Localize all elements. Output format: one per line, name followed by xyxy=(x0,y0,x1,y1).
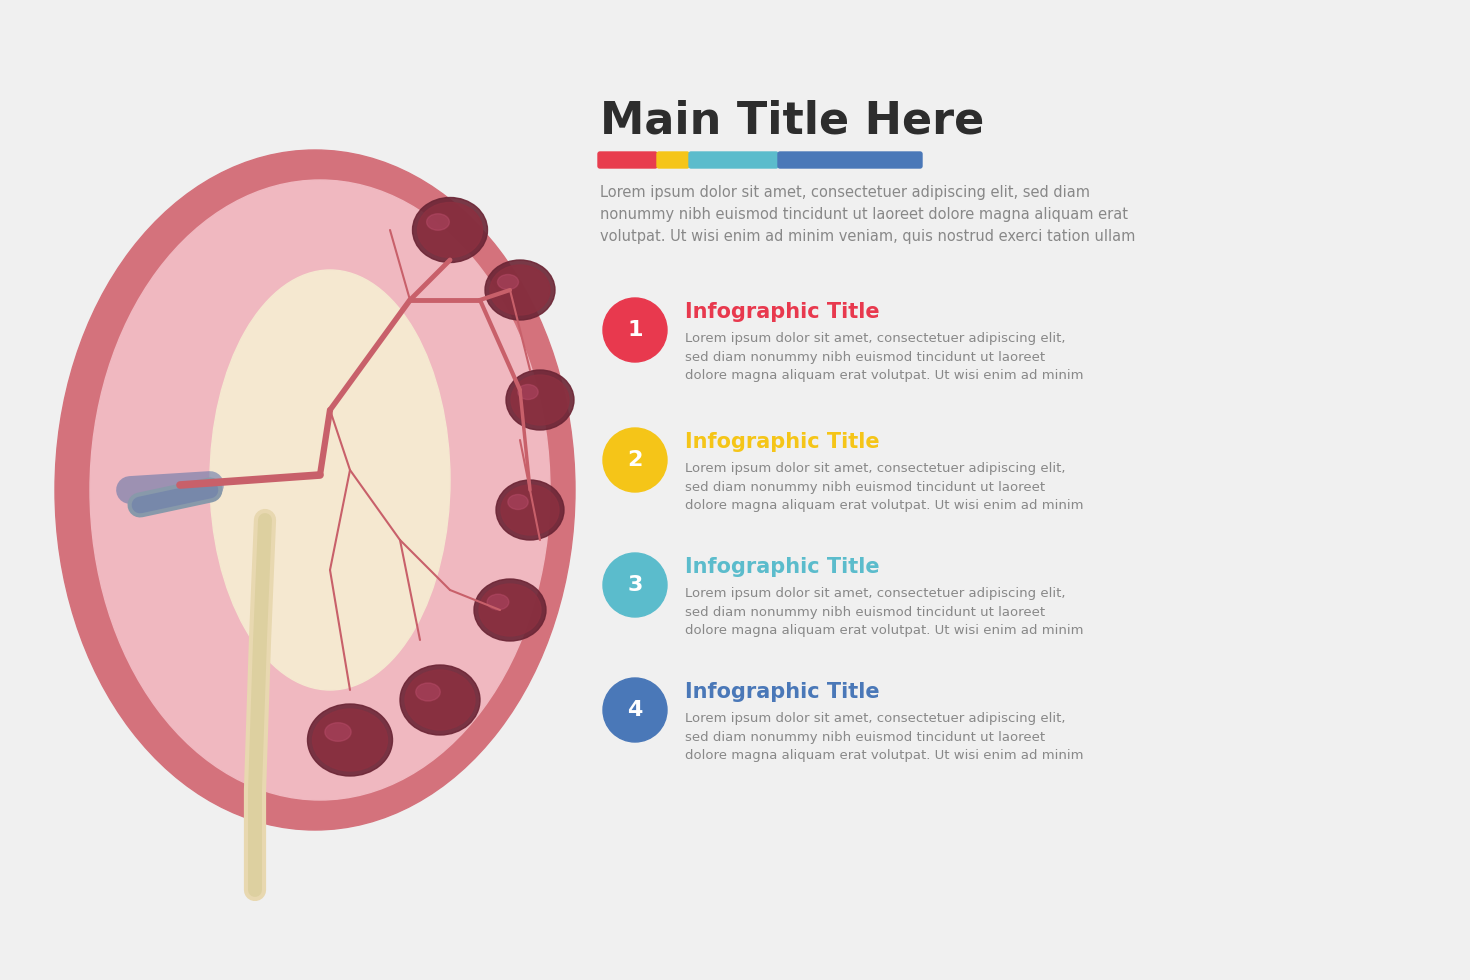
Ellipse shape xyxy=(512,375,569,425)
Ellipse shape xyxy=(485,260,556,320)
Ellipse shape xyxy=(487,594,509,610)
Ellipse shape xyxy=(417,203,482,258)
Circle shape xyxy=(603,678,667,742)
Ellipse shape xyxy=(325,722,351,741)
Text: Lorem ipsum dolor sit amet, consectetuer adipiscing elit, sed diam
nonummy nibh : Lorem ipsum dolor sit amet, consectetuer… xyxy=(600,185,1135,244)
Circle shape xyxy=(603,428,667,492)
Ellipse shape xyxy=(413,198,488,263)
FancyBboxPatch shape xyxy=(778,152,922,168)
Ellipse shape xyxy=(426,214,450,230)
Text: 2: 2 xyxy=(628,450,642,470)
Ellipse shape xyxy=(490,265,550,315)
Text: Infographic Title: Infographic Title xyxy=(685,682,879,702)
Ellipse shape xyxy=(495,480,564,540)
Ellipse shape xyxy=(400,665,481,735)
Ellipse shape xyxy=(473,579,545,641)
Ellipse shape xyxy=(497,274,519,289)
Text: Lorem ipsum dolor sit amet, consectetuer adipiscing elit,
sed diam nonummy nibh : Lorem ipsum dolor sit amet, consectetuer… xyxy=(685,587,1083,637)
Ellipse shape xyxy=(307,704,392,776)
FancyBboxPatch shape xyxy=(689,152,778,168)
FancyBboxPatch shape xyxy=(657,152,689,168)
Ellipse shape xyxy=(479,584,541,636)
Circle shape xyxy=(603,553,667,617)
Ellipse shape xyxy=(506,370,573,430)
Text: Lorem ipsum dolor sit amet, consectetuer adipiscing elit,
sed diam nonummy nibh : Lorem ipsum dolor sit amet, consectetuer… xyxy=(685,462,1083,512)
Ellipse shape xyxy=(54,150,575,830)
Text: Infographic Title: Infographic Title xyxy=(685,557,879,577)
Ellipse shape xyxy=(416,683,440,701)
FancyBboxPatch shape xyxy=(598,152,657,168)
Text: 1: 1 xyxy=(628,320,642,340)
Ellipse shape xyxy=(406,670,475,730)
Text: Lorem ipsum dolor sit amet, consectetuer adipiscing elit,
sed diam nonummy nibh : Lorem ipsum dolor sit amet, consectetuer… xyxy=(685,712,1083,762)
Ellipse shape xyxy=(210,270,450,690)
Text: Infographic Title: Infographic Title xyxy=(685,432,879,452)
Text: Lorem ipsum dolor sit amet, consectetuer adipiscing elit,
sed diam nonummy nibh : Lorem ipsum dolor sit amet, consectetuer… xyxy=(685,332,1083,382)
Text: Main Title Here: Main Title Here xyxy=(600,100,985,143)
Text: 4: 4 xyxy=(628,700,642,720)
Text: 3: 3 xyxy=(628,575,642,595)
Ellipse shape xyxy=(501,485,559,535)
Ellipse shape xyxy=(507,495,528,510)
Text: Infographic Title: Infographic Title xyxy=(685,302,879,322)
Ellipse shape xyxy=(90,180,550,800)
Ellipse shape xyxy=(313,709,388,771)
Ellipse shape xyxy=(517,384,538,400)
Circle shape xyxy=(603,298,667,362)
